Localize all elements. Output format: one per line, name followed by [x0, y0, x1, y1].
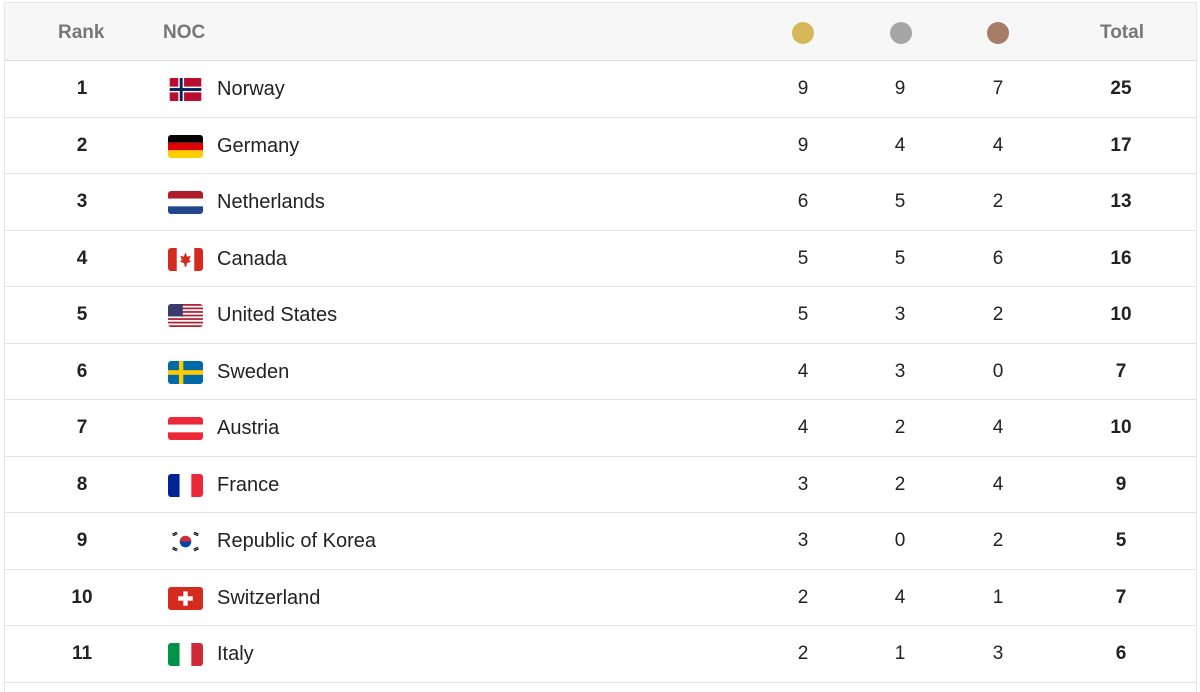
bronze-medal-icon[interactable] — [987, 22, 1009, 44]
country-name[interactable]: Italy — [217, 643, 254, 665]
table-row[interactable]: 7 Austria 4 2 4 10 — [5, 400, 1196, 457]
gold-count: 9 — [797, 78, 809, 99]
rank-column-header[interactable]: Rank — [58, 22, 105, 43]
country-name[interactable]: Canada — [217, 247, 288, 270]
table-row[interactable]: 5 United States 5 3 2 10 — [5, 287, 1196, 344]
table-row[interactable]: 6 Sweden 4 3 0 7 — [5, 344, 1196, 400]
gold-count: 6 — [797, 191, 809, 212]
united-states-flag-icon — [168, 304, 203, 327]
total-count: 7 — [1115, 360, 1127, 382]
silver-count: 1 — [894, 643, 906, 664]
netherlands-flag-icon — [168, 191, 203, 214]
rank-cell: 9 — [76, 530, 88, 551]
germany-flag-icon — [168, 134, 203, 158]
country-name[interactable]: Switzerland — [217, 586, 321, 609]
rank-cell: 3 — [76, 191, 88, 212]
rank-cell: 11 — [71, 643, 93, 664]
silver-count: 3 — [894, 304, 906, 325]
rank-cell: 4 — [76, 247, 88, 269]
country-name[interactable]: Netherlands — [217, 191, 325, 213]
total-count: 13 — [1110, 191, 1132, 212]
bronze-count: 4 — [992, 417, 1004, 438]
norway-flag-icon — [168, 78, 203, 101]
gold-count: 3 — [797, 473, 809, 495]
country-name[interactable]: Norway — [217, 78, 285, 100]
silver-count: 2 — [894, 473, 906, 495]
italy-flag-icon — [168, 643, 203, 666]
table-row[interactable]: 9 Republic of Korea 3 0 2 5 — [5, 513, 1196, 570]
total-count: 16 — [1110, 247, 1132, 269]
silver-count: 3 — [894, 360, 906, 382]
sweden-flag-icon — [168, 360, 203, 384]
silver-count: 4 — [894, 586, 906, 608]
country-name[interactable]: United States — [217, 304, 338, 326]
bronze-count: 4 — [992, 134, 1004, 156]
gold-count: 5 — [797, 247, 809, 269]
rank-cell: 10 — [71, 586, 93, 608]
bronze-count: 1 — [992, 586, 1004, 608]
switzerland-flag-icon — [168, 586, 203, 610]
country-name[interactable]: Sweden — [217, 360, 290, 383]
gold-count: 9 — [797, 134, 809, 156]
bronze-count: 6 — [992, 247, 1004, 269]
silver-count: 9 — [894, 78, 906, 99]
table-header: Rank NOC Total — [5, 3, 1196, 61]
table-row[interactable]: 11 Italy 2 1 3 6 — [5, 626, 1196, 683]
table-row[interactable]: 1 Norway 9 9 7 25 — [5, 61, 1196, 118]
bronze-count: 2 — [992, 191, 1004, 212]
bronze-count: 2 — [992, 530, 1004, 551]
table-row[interactable]: 3 Netherlands 6 5 2 13 — [5, 174, 1196, 231]
total-column-header[interactable]: Total — [1100, 22, 1144, 43]
country-name[interactable]: Austria — [217, 417, 280, 439]
korea-flag-icon — [168, 530, 203, 553]
bronze-count: 2 — [992, 304, 1004, 325]
gold-count: 4 — [797, 417, 809, 438]
rank-cell: 5 — [76, 304, 88, 325]
rank-cell: 8 — [76, 473, 88, 495]
silver-count: 5 — [894, 191, 906, 212]
canada-flag-icon — [168, 247, 203, 271]
total-count: 7 — [1115, 586, 1127, 608]
france-flag-icon — [168, 473, 203, 497]
total-count: 5 — [1115, 530, 1127, 551]
noc-column-header[interactable]: NOC — [163, 22, 206, 43]
country-name[interactable]: Republic of Korea — [217, 530, 376, 552]
gold-medal-icon[interactable] — [792, 22, 814, 44]
silver-count: 4 — [894, 134, 906, 156]
table-row[interactable]: 4 Canada 5 5 6 16 — [5, 231, 1196, 287]
gold-count: 2 — [797, 586, 809, 608]
silver-count: 0 — [894, 530, 906, 551]
gold-count: 4 — [797, 360, 809, 382]
total-count: 10 — [1110, 304, 1132, 325]
gold-count: 5 — [797, 304, 809, 325]
medal-table: Rank NOC Total 1 Norway 9 9 7 25 2 Germa… — [4, 2, 1197, 692]
bronze-count: 0 — [992, 360, 1004, 382]
table-row[interactable]: 8 France 3 2 4 9 — [5, 457, 1196, 513]
total-count: 10 — [1110, 417, 1132, 438]
silver-medal-icon[interactable] — [890, 22, 912, 44]
silver-count: 5 — [894, 247, 906, 269]
rank-cell: 1 — [76, 78, 88, 99]
country-name[interactable]: Germany — [217, 134, 300, 157]
table-row[interactable]: 10 Switzerland 2 4 1 7 — [5, 570, 1196, 626]
total-count: 6 — [1115, 643, 1127, 664]
rank-cell: 7 — [76, 417, 88, 438]
country-name[interactable]: France — [217, 473, 280, 496]
gold-count: 2 — [797, 643, 809, 664]
total-count: 9 — [1115, 473, 1127, 495]
rank-cell: 2 — [76, 134, 88, 156]
table-row[interactable]: 2 Germany 9 4 4 17 — [5, 118, 1196, 174]
gold-count: 3 — [797, 530, 809, 551]
bronze-count: 7 — [992, 78, 1004, 99]
austria-flag-icon — [168, 417, 203, 440]
rank-cell: 6 — [76, 360, 88, 382]
bronze-count: 3 — [992, 643, 1004, 664]
bronze-count: 4 — [992, 473, 1004, 495]
total-count: 17 — [1110, 134, 1132, 156]
silver-count: 2 — [894, 417, 906, 438]
total-count: 25 — [1110, 78, 1132, 99]
